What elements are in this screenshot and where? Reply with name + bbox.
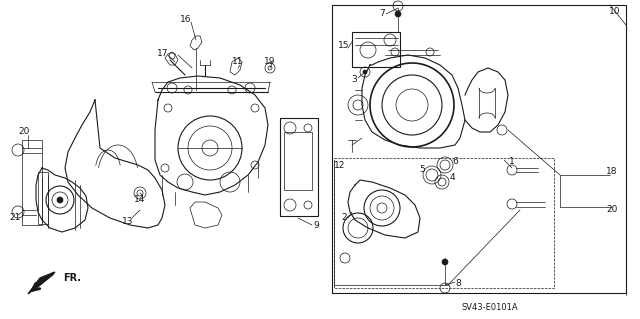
Text: 9: 9: [313, 221, 319, 231]
Circle shape: [363, 70, 367, 74]
Polygon shape: [28, 272, 55, 294]
Bar: [280, 118, 318, 216]
Text: FR.: FR.: [63, 273, 81, 283]
Text: 15: 15: [339, 41, 349, 49]
Text: 21: 21: [10, 213, 20, 222]
Text: 1: 1: [509, 158, 515, 167]
Text: 7: 7: [379, 10, 385, 19]
Text: 5: 5: [419, 166, 425, 174]
Text: 20: 20: [19, 128, 29, 137]
Text: SV43-E0101A: SV43-E0101A: [461, 303, 518, 313]
Bar: [284, 132, 312, 190]
Text: 4: 4: [449, 174, 455, 182]
Text: 19: 19: [264, 56, 276, 65]
Circle shape: [57, 197, 63, 203]
Circle shape: [442, 259, 448, 265]
Text: 18: 18: [606, 167, 618, 176]
Text: 13: 13: [122, 218, 134, 226]
Text: 20: 20: [606, 205, 618, 214]
Bar: [352, 32, 400, 67]
Bar: [22, 140, 42, 225]
Text: 16: 16: [180, 16, 192, 25]
Text: 14: 14: [134, 196, 146, 204]
Text: 2: 2: [341, 213, 347, 222]
Text: 17: 17: [157, 48, 169, 57]
Text: 6: 6: [452, 158, 458, 167]
Bar: [38, 172, 48, 224]
Text: 3: 3: [351, 76, 357, 85]
Text: 8: 8: [455, 279, 461, 288]
Bar: [334, 158, 554, 288]
Circle shape: [395, 11, 401, 17]
Text: 11: 11: [232, 57, 244, 66]
Text: 12: 12: [334, 160, 346, 169]
Text: 10: 10: [609, 8, 621, 17]
Bar: [332, 5, 626, 293]
